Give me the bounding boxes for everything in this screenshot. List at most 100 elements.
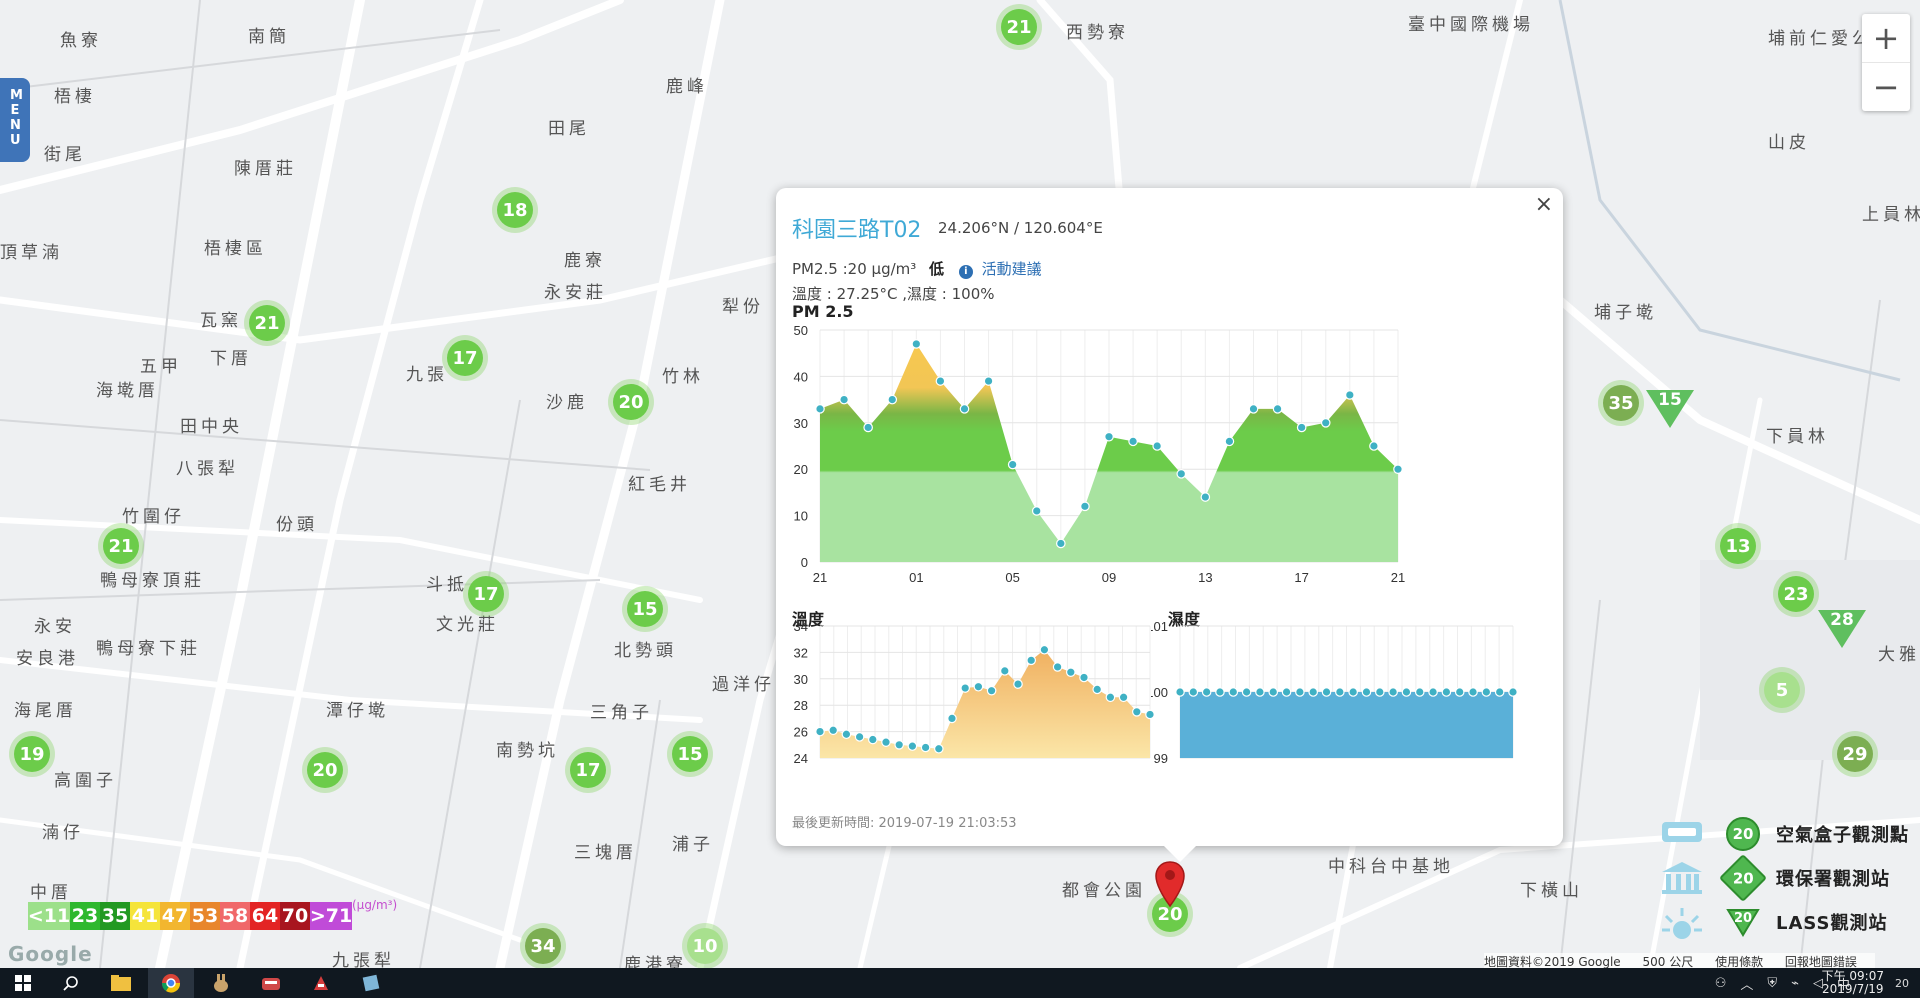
data-point[interactable] [1268,687,1279,697]
data-point[interactable] [1056,538,1066,549]
airbox-marker[interactable]: 20 [1152,896,1188,932]
data-point[interactable] [1369,441,1379,451]
data-point[interactable] [1393,464,1403,474]
chrome-taskbar-icon[interactable] [148,968,194,998]
data-point[interactable] [1145,709,1155,720]
zoom-out-button[interactable]: − [1872,68,1900,106]
file-explorer-icon[interactable] [98,968,144,998]
data-point[interactable] [887,394,898,405]
lass-marker[interactable]: 15 [1646,390,1694,428]
data-point[interactable] [1295,687,1305,697]
data-point[interactable] [1128,436,1138,447]
data-point[interactable] [1272,404,1283,414]
data-point[interactable] [1175,687,1185,697]
data-point[interactable] [1281,687,1292,697]
data-point[interactable] [1228,687,1239,697]
data-point[interactable] [1375,687,1385,697]
data-point[interactable] [986,685,997,696]
data-point[interactable] [1345,390,1355,400]
report-error-link[interactable]: 回報地圖錯誤 [1784,955,1857,969]
data-point[interactable] [1105,692,1116,703]
people-icon[interactable]: ⚇ [1714,975,1727,991]
info-icon[interactable]: i [958,265,973,279]
data-point[interactable] [1026,655,1036,666]
data-point[interactable] [960,683,970,693]
airbox-marker[interactable]: 15 [627,591,663,627]
airbox-marker[interactable]: 34 [525,928,561,964]
data-point[interactable] [1188,687,1199,697]
data-point[interactable] [959,404,970,414]
notification-center[interactable]: 20 [1884,968,1920,998]
data-point[interactable] [815,726,825,737]
lass-marker[interactable]: 28 [1818,610,1866,648]
data-point[interactable] [1052,662,1063,672]
app-icon-3[interactable] [298,968,344,998]
data-point[interactable] [1200,492,1211,502]
airbox-marker[interactable]: 20 [613,384,649,420]
data-point[interactable] [1388,687,1398,697]
close-popup-button[interactable]: × [1534,192,1553,217]
data-point[interactable] [1079,672,1089,683]
selected-location-pin[interactable] [1154,860,1186,908]
input-language[interactable]: 中 [1836,977,1850,993]
data-point[interactable] [1152,441,1162,451]
network-icon[interactable]: ⌁ [1791,975,1799,991]
menu-tab[interactable]: MENU [0,78,30,162]
data-point[interactable] [1000,666,1010,676]
airbox-marker[interactable]: 29 [1837,736,1873,772]
airbox-marker[interactable]: 21 [249,305,285,341]
chevron-up-icon[interactable]: ︿ [1740,977,1754,993]
data-point[interactable] [815,404,825,414]
airbox-marker[interactable]: 23 [1778,576,1814,612]
data-point[interactable] [1255,687,1265,697]
data-point[interactable] [894,740,904,750]
data-point[interactable] [1454,687,1465,697]
airbox-marker[interactable]: 17 [468,576,504,612]
data-point[interactable] [907,741,918,751]
volume-icon[interactable]: ◁ [1812,975,1823,991]
app-icon-2[interactable] [248,968,294,998]
airbox-marker[interactable]: 20 [307,752,343,788]
data-point[interactable] [1241,687,1252,697]
activity-advice-link[interactable]: 活動建議 [981,260,1042,278]
airbox-marker[interactable]: 21 [1001,9,1037,45]
data-point[interactable] [983,376,994,386]
data-point[interactable] [1494,687,1505,697]
data-point[interactable] [1007,459,1018,470]
airbox-marker[interactable]: 15 [672,736,708,772]
data-point[interactable] [881,737,891,747]
data-point[interactable] [868,734,878,745]
data-point[interactable] [935,376,946,386]
data-point[interactable] [1428,687,1438,697]
data-point[interactable] [1215,687,1225,697]
data-point[interactable] [841,729,852,740]
airbox-marker[interactable]: 17 [570,752,606,788]
data-point[interactable] [1508,687,1518,697]
data-point[interactable] [854,732,865,742]
shield-icon[interactable]: ⛨ [1767,975,1778,991]
data-point[interactable] [1131,707,1142,717]
data-point[interactable] [1013,679,1023,689]
data-point[interactable] [1080,501,1090,512]
data-point[interactable] [1308,687,1318,697]
data-point[interactable] [1335,687,1345,697]
data-point[interactable] [947,713,957,724]
data-point[interactable] [1468,687,1478,697]
data-point[interactable] [1224,436,1235,447]
data-point[interactable] [1248,404,1259,414]
data-point[interactable] [920,742,931,753]
data-point[interactable] [934,743,944,754]
data-point[interactable] [1039,644,1050,655]
start-button[interactable] [0,968,46,998]
airbox-marker[interactable]: 13 [1720,528,1756,564]
data-point[interactable] [863,422,873,433]
data-point[interactable] [839,394,849,405]
data-point[interactable] [1201,687,1212,697]
airbox-marker[interactable]: 5 [1764,672,1800,708]
data-point[interactable] [1104,431,1114,442]
airbox-marker[interactable]: 18 [497,192,533,228]
search-icon[interactable] [48,968,94,998]
data-point[interactable] [973,681,984,692]
taskbar-clock[interactable]: 下午 09:07 2019/7/19 [1822,970,1884,996]
data-point[interactable] [1414,687,1425,697]
